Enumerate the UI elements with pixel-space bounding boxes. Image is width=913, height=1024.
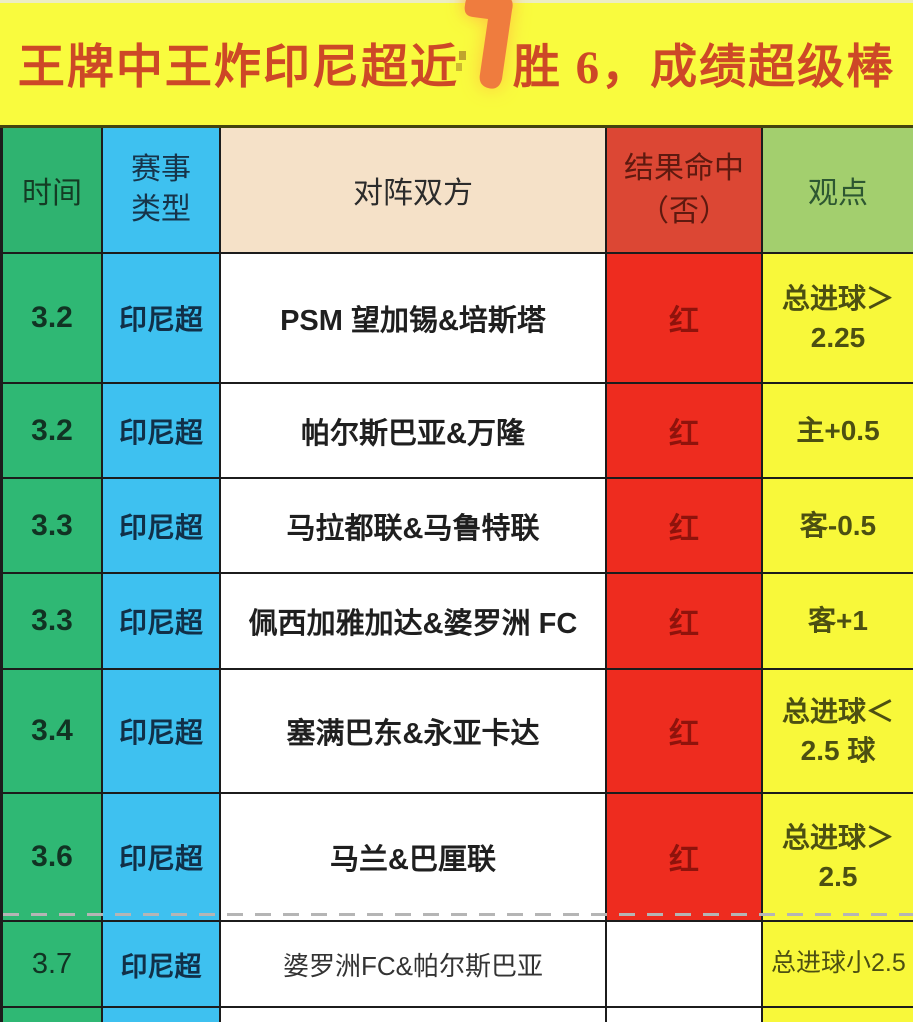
table-row-partial <box>3 1008 913 1022</box>
cell-time: 3.3 <box>3 479 103 574</box>
cell-time: 3.6 <box>3 794 103 922</box>
banner: 王牌中王炸印尼超近 胜 6，成绩超级棒 <box>0 0 913 128</box>
table-row: 3.7 印尼超 婆罗洲FC&帕尔斯巴亚 总进球小2.5 <box>3 922 913 1008</box>
cell-view: 总进球＜2.5 球 <box>763 670 913 794</box>
cell-league <box>103 1008 221 1022</box>
orange-marker-scribble-icon <box>455 0 513 89</box>
cell-result <box>607 922 763 1008</box>
cell-result: 红 <box>607 670 763 794</box>
table-row: 3.3 印尼超 马拉都联&马鲁特联 红 客-0.5 <box>3 479 913 574</box>
cell-league: 印尼超 <box>103 670 221 794</box>
banner-title-before: 王牌中王炸印尼超近 <box>17 41 459 94</box>
cell-view: 主+0.5 <box>763 384 913 479</box>
cell-league: 印尼超 <box>103 384 221 479</box>
cell-view <box>763 1008 913 1022</box>
cell-match: 帕尔斯巴亚&万隆 <box>221 384 607 479</box>
cell-result <box>607 1008 763 1022</box>
table-row: 3.6 印尼超 马兰&巴厘联 红 总进球＞2.5 <box>3 794 913 922</box>
cell-time: 3.2 <box>3 384 103 479</box>
header-cell-league: 赛事类型 <box>103 128 221 254</box>
cell-time: 3.2 <box>3 254 103 384</box>
cell-view: 客+1 <box>763 574 913 670</box>
cell-match: 佩西加雅加达&婆罗洲 FC <box>221 574 607 670</box>
table-header-row: 时间 赛事类型 对阵双方 结果命中（否） 观点 <box>3 128 913 254</box>
cell-result: 红 <box>607 574 763 670</box>
cell-match: 马兰&巴厘联 <box>221 794 607 922</box>
cell-match <box>221 1008 607 1022</box>
table-row: 3.4 印尼超 塞满巴东&永亚卡达 红 总进球＜2.5 球 <box>3 670 913 794</box>
cell-match: PSM 望加锡&培斯塔 <box>221 254 607 384</box>
cell-match: 塞满巴东&永亚卡达 <box>221 670 607 794</box>
header-cell-result: 结果命中（否） <box>607 128 763 254</box>
header-cell-view: 观点 <box>763 128 913 254</box>
cell-view: 客-0.5 <box>763 479 913 574</box>
cell-result: 红 <box>607 794 763 922</box>
banner-title: 王牌中王炸印尼超近 胜 6，成绩超级棒 <box>17 0 896 94</box>
results-table: 时间 赛事类型 对阵双方 结果命中（否） 观点 3.2 印尼超 PSM 望加锡&… <box>0 128 913 1022</box>
cell-time: 3.7 <box>3 922 103 1008</box>
cell-view: 总进球＞2.25 <box>763 254 913 384</box>
header-cell-time: 时间 <box>3 128 103 254</box>
header-cell-match: 对阵双方 <box>221 128 607 254</box>
cell-league: 印尼超 <box>103 254 221 384</box>
cell-league: 印尼超 <box>103 479 221 574</box>
cell-time <box>3 1008 103 1022</box>
cell-league: 印尼超 <box>103 922 221 1008</box>
cell-time: 3.3 <box>3 574 103 670</box>
cell-result: 红 <box>607 384 763 479</box>
cell-match: 马拉都联&马鲁特联 <box>221 479 607 574</box>
cell-time: 3.4 <box>3 670 103 794</box>
cell-league: 印尼超 <box>103 574 221 670</box>
cell-league: 印尼超 <box>103 794 221 922</box>
table-row: 3.3 印尼超 佩西加雅加达&婆罗洲 FC 红 客+1 <box>3 574 913 670</box>
cell-match: 婆罗洲FC&帕尔斯巴亚 <box>221 922 607 1008</box>
banner-title-after: 胜 6，成绩超级棒 <box>512 41 896 94</box>
cell-result: 红 <box>607 254 763 384</box>
table-row: 3.2 印尼超 帕尔斯巴亚&万隆 红 主+0.5 <box>3 384 913 479</box>
cell-view: 总进球小2.5 <box>763 922 913 1008</box>
cell-view: 总进球＞2.5 <box>763 794 913 922</box>
table-row: 3.2 印尼超 PSM 望加锡&培斯塔 红 总进球＞2.25 <box>3 254 913 384</box>
cell-result: 红 <box>607 479 763 574</box>
